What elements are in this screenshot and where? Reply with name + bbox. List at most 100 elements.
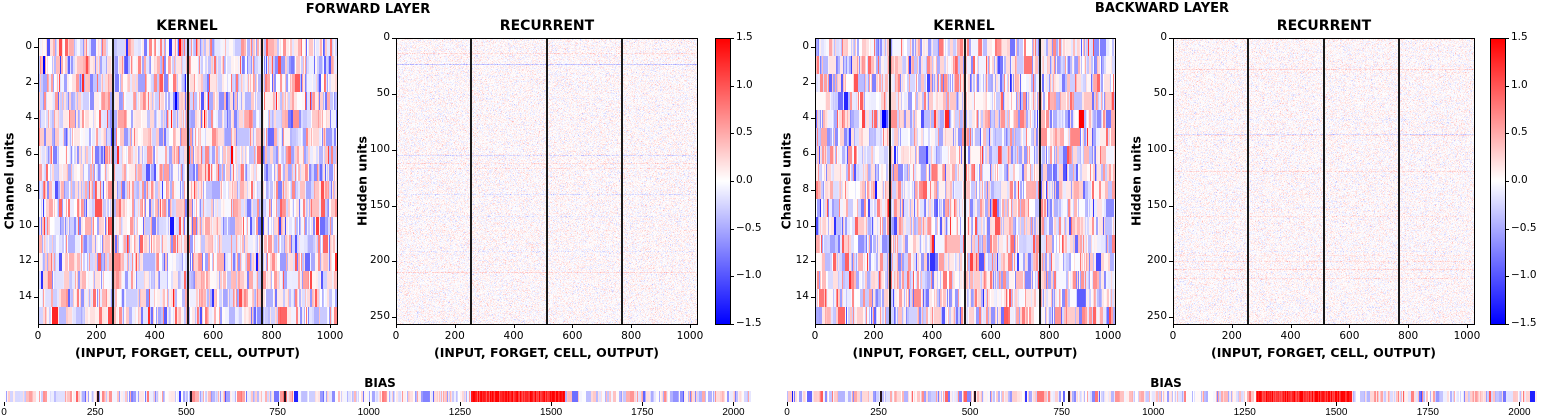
bwd-bias-tick-mark [1336, 402, 1338, 406]
bwd-colorbar [1490, 38, 1505, 324]
fwd-recurrent-gate-separator [620, 38, 623, 324]
fwd-kernel-ytick-mark [34, 154, 38, 156]
fwd-bias-tick-mark [733, 402, 735, 406]
bwd-kernel-ytick-label: 4 [802, 111, 809, 124]
fwd-kernel-xtick-label: 800 [261, 330, 282, 342]
fwd-colorbar [715, 38, 730, 324]
fwd-kernel-xtick-mark [154, 324, 156, 328]
fwd-recurrent-ytick-label: 250 [369, 310, 390, 323]
fwd-recurrent-ytick-mark [392, 93, 396, 95]
fwd-kernel-gate-separator [111, 38, 114, 324]
fwd-kernel-ytick-label: 8 [25, 182, 32, 195]
bwd-bias-tick-label: 1250 [1233, 407, 1256, 418]
fwd-colorbar-tick-mark [730, 228, 734, 230]
fwd-kernel-ytick-mark [34, 118, 38, 120]
fwd-kernel-ytick-mark [34, 225, 38, 227]
bwd-bias-tick-mark [1244, 402, 1246, 406]
bwd-bias-tick-label: 1000 [1142, 407, 1165, 418]
fwd-kernel-ytick-mark [34, 82, 38, 84]
fwd-bias-tick-label: 1750 [631, 407, 654, 418]
bwd-bias-tick-mark [1061, 402, 1063, 406]
fwd-recurrent-xtick-label: 400 [503, 330, 524, 342]
bwd-kernel-ytick-label: 10 [795, 218, 809, 231]
bwd-kernel-xtick-label: 1000 [1094, 330, 1122, 342]
bwd-recurrent-ytick-mark [1169, 93, 1173, 95]
fwd-kernel-ytick-mark [34, 261, 38, 263]
bwd-colorbar-tick-mark [1505, 228, 1509, 230]
fwd-kernel-xtick-label: 0 [34, 330, 42, 342]
fwd-kernel-xtick-mark [213, 324, 215, 328]
bwd-recurrent-ytick-label: 0 [1160, 31, 1167, 43]
fwd-kernel-ytick-label: 12 [18, 254, 32, 267]
fwd-kernel-ytick-label: 10 [18, 218, 32, 231]
fwd-bias-tick-mark [4, 402, 5, 406]
bwd-colorbar-tick-mark [1505, 85, 1509, 87]
bwd-kernel-ytick-label: 14 [795, 290, 809, 303]
fwd-kernel-xlabel: (INPUT, FORGET, CELL, OUTPUT) [74, 345, 301, 360]
bwd-bias-tick-mark [1153, 402, 1155, 406]
bwd-kernel-xtick-label: 800 [1039, 330, 1060, 342]
fwd-bias-tick-mark [186, 402, 188, 406]
fwd-bias-tick-mark [551, 402, 553, 406]
fwd-kernel-xtick-label: 1000 [316, 330, 344, 342]
bwd-bias-strip [787, 391, 1537, 402]
fwd-kernel-ytick-label: 6 [25, 147, 32, 160]
fwd-colorbar-tick-label: 1.0 [736, 78, 753, 91]
fwd-recurrent-xtick-mark [454, 324, 456, 328]
bwd-recurrent-xtick-mark [1466, 324, 1468, 328]
fwd-bias-strip [4, 391, 751, 402]
bwd-colorbar-tick-mark [1505, 133, 1509, 135]
bwd-kernel-ytick-label: 8 [802, 182, 809, 195]
fwd-recurrent-ytick-mark [392, 261, 396, 263]
bwd-recurrent-xtick-mark [1349, 324, 1351, 328]
fwd-recurrent-xtick-mark [396, 324, 397, 328]
bwd-recurrent-gate-separator [1397, 38, 1400, 324]
bwd-kernel-ytick-mark [811, 189, 815, 191]
bwd-bias-tick-label: 750 [1053, 407, 1070, 418]
bwd-recurrent-ytick-label: 250 [1146, 310, 1167, 323]
fwd-colorbar-tick-label: −1.0 [736, 269, 762, 282]
fwd-kernel-xtick-mark [38, 324, 39, 328]
fwd-recurrent-ytick-label: 100 [369, 142, 390, 155]
fwd-kernel-xtick-label: 200 [86, 330, 107, 342]
fwd-bias-tick-label: 750 [269, 407, 286, 418]
bwd-bias-tick-label: 2000 [1508, 407, 1531, 418]
fwd-colorbar-tick-mark [730, 38, 734, 39]
bwd-recurrent-ytick-label: 50 [1153, 86, 1167, 99]
fwd-colorbar-tick-label: 1.5 [736, 31, 753, 43]
bwd-kernel-xtick-mark [815, 324, 816, 328]
fwd-recurrent-title: RECURRENT [499, 18, 595, 34]
bwd-kernel-ytick-mark [811, 225, 815, 227]
bwd-recurrent-xtick-label: 800 [1398, 330, 1419, 342]
fwd-recurrent-xtick-label: 1000 [676, 330, 704, 342]
fwd-recurrent-ytick-label: 200 [369, 254, 390, 267]
fwd-kernel-ytick-label: 2 [25, 75, 32, 88]
fwd-colorbar-tick-label: 0.0 [736, 174, 753, 186]
bwd-recurrent-ytick-label: 100 [1146, 142, 1167, 155]
bwd-kernel-ytick-label: 6 [802, 147, 809, 160]
bwd-kernel-title: KERNEL [933, 18, 995, 34]
bwd-kernel-ylabel: Channel units [778, 132, 794, 230]
fwd-recurrent-xlabel: (INPUT, FORGET, CELL, OUTPUT) [433, 345, 660, 360]
fwd-recurrent-ylabel: Hidden units [354, 136, 370, 226]
fwd-colorbar-tick-mark [730, 181, 734, 182]
bwd-kernel-xtick-label: 400 [922, 330, 943, 342]
bwd-recurrent-gate-separator [1322, 38, 1325, 324]
fwd-kernel-ytick-label: 14 [18, 290, 32, 303]
bwd-kernel-gate-separator [964, 38, 966, 324]
fwd-recurrent-gate-separator [470, 38, 473, 324]
bwd-colorbar-tick-mark [1505, 276, 1509, 278]
bwd-kernel-ytick-mark [811, 46, 815, 48]
fwd-recurrent-xtick-mark [631, 324, 633, 328]
bwd-kernel-ytick-label: 2 [802, 75, 809, 88]
bwd-bias-tick-mark [878, 402, 880, 406]
fwd-kernel-ytick-label: 0 [25, 39, 32, 52]
fwd-recurrent-ytick-mark [392, 205, 396, 207]
bwd-bias-tick-mark [1519, 402, 1521, 406]
fwd-recurrent-ytick-label: 150 [369, 198, 390, 211]
bwd-kernel-xtick-mark [1107, 324, 1109, 328]
forward-layer-title: FORWARD LAYER [305, 2, 431, 17]
fwd-bias-title: BIAS [364, 376, 396, 390]
fwd-colorbar-tick-mark [730, 85, 734, 87]
bwd-recurrent-ytick-mark [1169, 317, 1173, 319]
